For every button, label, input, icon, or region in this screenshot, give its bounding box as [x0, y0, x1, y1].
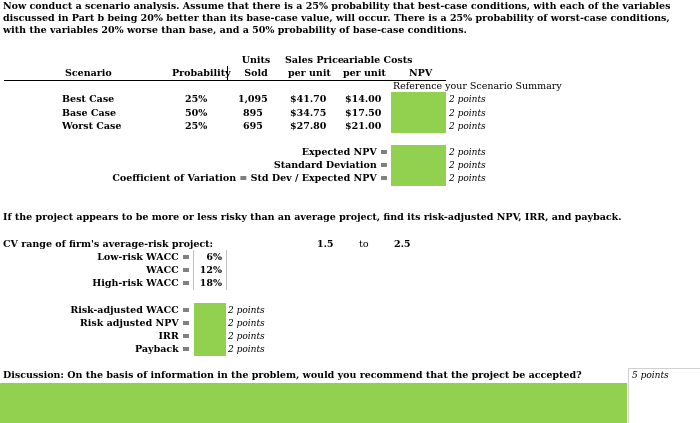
intro-line-1: Now conduct a scenario analysis. Assume … — [3, 1, 671, 12]
scenario-units: 1,095 — [238, 94, 268, 105]
points-label: 2 points — [449, 95, 486, 105]
column-divider — [227, 66, 228, 81]
scenario-probability: 25% — [185, 94, 208, 105]
scenario-price: $41.70 — [290, 94, 327, 105]
cv-range-to: to — [359, 239, 369, 250]
scenario-probability: 50% — [185, 108, 208, 119]
scenario-cost: $17.50 — [345, 108, 382, 119]
cv-range-high: 2.5 — [394, 239, 411, 250]
expected-npv-label: Expected NPV = — [301, 147, 388, 158]
cv-range-low: 1.5 — [317, 239, 334, 250]
npv-answer-cells[interactable] — [391, 92, 446, 133]
scenario-cost: $21.00 — [345, 121, 382, 132]
points-label: 2 points — [228, 332, 265, 342]
scenario-name: Worst Case — [62, 121, 122, 132]
cell-gridline — [628, 368, 629, 423]
scenario-price: $27.80 — [290, 121, 327, 132]
wacc-label: Low-risk WACC = — [97, 252, 190, 263]
header-probability: Probability — [172, 68, 231, 79]
header-npv: NPV — [409, 68, 433, 79]
risk-adjusted-label: Payback = — [135, 344, 190, 355]
risk-question: If the project appears to be more or les… — [3, 212, 622, 223]
scenario-name: Best Case — [62, 94, 115, 105]
wacc-label: High-risk WACC = — [92, 278, 190, 289]
header-units-top: Units — [241, 55, 271, 66]
intro-line-2: discussed in Part b being 20% better tha… — [3, 13, 670, 24]
header-var-bottom: per unit — [343, 68, 386, 79]
cv-range-label: CV range of firm's average-risk project: — [3, 239, 214, 250]
cell-gridline — [628, 368, 700, 369]
header-units-bottom: Sold — [244, 68, 268, 79]
wacc-label: WACC = — [146, 265, 190, 276]
points-label: 2 points — [228, 306, 265, 316]
points-label: 2 points — [449, 174, 486, 184]
risk-adjusted-label: IRR = — [158, 331, 190, 342]
wacc-value: 18% — [199, 278, 222, 289]
header-rule — [4, 80, 446, 81]
stats-answer-cells[interactable] — [391, 145, 446, 186]
intro-line-3: with the variables 20% worse than base, … — [3, 25, 467, 36]
scenario-probability: 25% — [185, 121, 208, 132]
header-scenario: Scenario — [65, 68, 112, 79]
scenario-units: 895 — [243, 108, 263, 119]
standard-deviation-label: Standard Deviation = — [273, 160, 388, 171]
risk-adjusted-label: Risk-adjusted WACC = — [70, 305, 190, 316]
discussion-label: Discussion: On the basis of information … — [3, 370, 582, 381]
points-label: 2 points — [449, 148, 486, 158]
points-label: 2 points — [449, 109, 486, 119]
header-var-top: ariable Costs — [343, 55, 413, 66]
points-label: 2 points — [449, 122, 486, 132]
header-sales-top: Sales Price — [285, 55, 344, 66]
wacc-cell-border — [226, 250, 227, 290]
discussion-answer-area[interactable] — [0, 383, 627, 423]
scenario-units: 695 — [243, 121, 263, 132]
points-label: 2 points — [228, 345, 265, 355]
points-label: 5 points — [632, 371, 669, 381]
header-sales-bottom: per unit — [288, 68, 331, 79]
wacc-cell-border — [193, 250, 194, 290]
risk-adjusted-answer-cells[interactable] — [194, 303, 226, 356]
points-label: 2 points — [228, 319, 265, 329]
wacc-value: 12% — [199, 265, 222, 276]
points-label: 2 points — [449, 161, 486, 171]
scenario-summary-reference: Reference your Scenario Summary — [393, 81, 562, 92]
coefficient-of-variation-label: Coefficient of Variation = Std Dev / Exp… — [112, 173, 388, 184]
scenario-price: $34.75 — [290, 108, 327, 119]
wacc-value: 6% — [206, 252, 222, 263]
scenario-cost: $14.00 — [345, 94, 382, 105]
risk-adjusted-label: Risk adjusted NPV = — [79, 318, 190, 329]
scenario-name: Base Case — [62, 108, 116, 119]
